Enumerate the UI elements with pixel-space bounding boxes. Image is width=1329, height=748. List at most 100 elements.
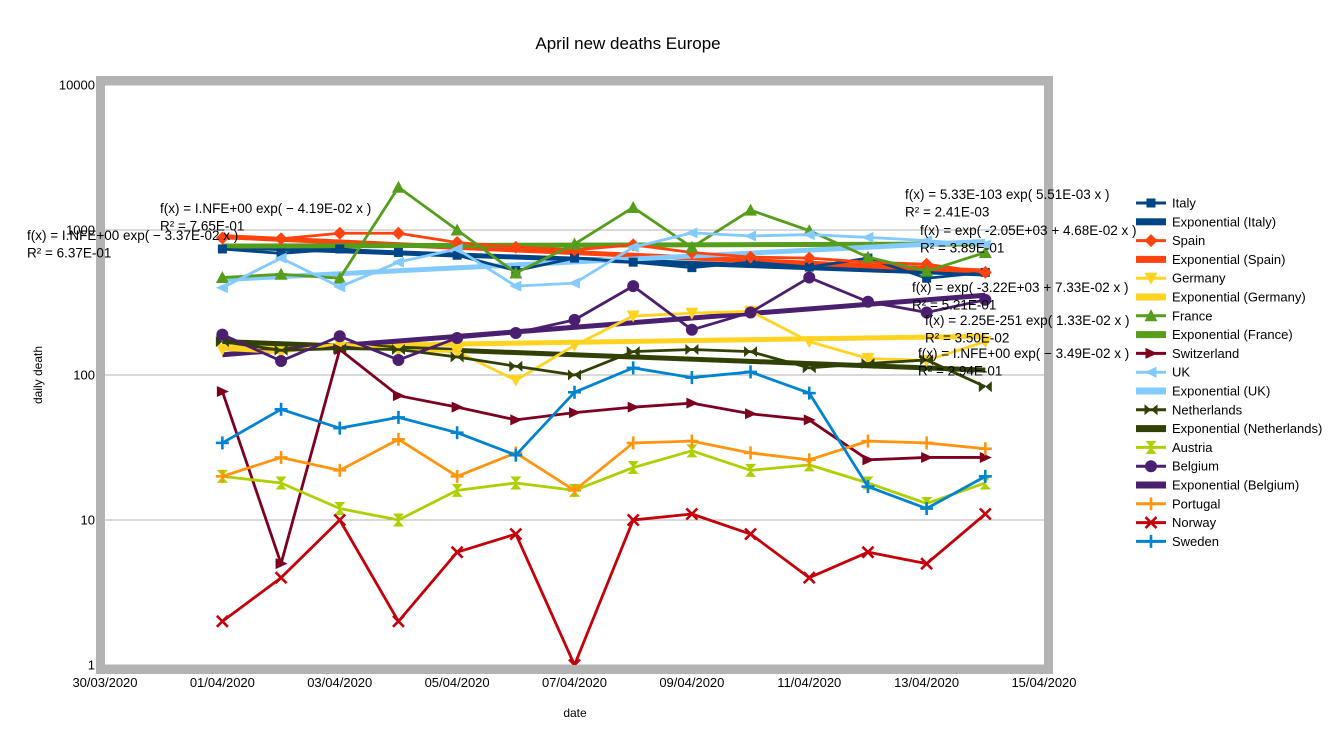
series-marker-spain	[744, 250, 758, 264]
series-marker-netherlands	[744, 346, 751, 358]
trend-equation-germany-r2: R² = 3.50E-02	[925, 331, 1009, 346]
series-marker-belgium	[920, 306, 933, 319]
series-marker-germany	[450, 346, 464, 359]
series-marker-austria	[686, 450, 698, 458]
series-marker-spain	[274, 232, 288, 246]
x-tick-label-03-04-2020: 03/04/2020	[307, 675, 372, 690]
series-marker-switzerland	[686, 397, 699, 409]
series-marker-switzerland	[627, 401, 640, 413]
series-marker-netherlands	[274, 344, 282, 356]
series-marker-uk	[802, 229, 815, 241]
legend-item-norway-label: Norway	[1172, 515, 1217, 530]
series-marker-netherlands	[685, 343, 692, 355]
legend-item-uk-label: UK	[1172, 365, 1190, 380]
series-line-sweden	[221, 366, 986, 510]
legend-item-exponential-italy-swatch	[1136, 218, 1166, 226]
series-marker-netherlands	[633, 346, 640, 358]
trend-equation-netherlands-r2: R² = 2.94E-01	[918, 364, 1002, 379]
series-marker-netherlands	[867, 358, 875, 370]
series-marker-netherlands	[391, 343, 399, 355]
series-marker-austria	[862, 476, 874, 483]
trendline-exponential-france	[222, 241, 986, 249]
series-marker-france	[333, 271, 347, 284]
y-axis-title: daily death	[31, 345, 45, 405]
series-marker-switzerland	[921, 451, 934, 463]
series-marker-france	[978, 245, 992, 258]
legend-item-exponential-belgium-swatch	[1136, 481, 1166, 489]
series-marker-france	[274, 267, 288, 280]
legend-item-italy-marker	[1146, 198, 1156, 208]
series-marker-belgium	[333, 330, 346, 343]
legend-item-exponential-france-swatch	[1136, 331, 1166, 339]
series-marker-norway	[274, 571, 288, 585]
series-line-netherlands	[222, 340, 986, 389]
series-marker-netherlands	[457, 351, 464, 363]
series-marker-netherlands	[333, 343, 340, 355]
series-marker-switzerland	[510, 414, 523, 426]
trend-equation-italy-r2: R² = 6.37E-01	[27, 246, 111, 261]
series-marker-switzerland	[803, 414, 816, 426]
series-marker-belgium	[568, 313, 581, 326]
trend-equation-spain: f(x) = I.NFE+00 exp( − 4.19E-02 x )	[160, 201, 371, 216]
series-marker-uk	[509, 280, 522, 292]
series-marker-spain	[215, 231, 229, 245]
series-marker-spain	[391, 226, 405, 240]
series-marker-belgium	[861, 295, 874, 308]
series-marker-italy	[804, 262, 814, 272]
legend-item-austria-marker	[1145, 440, 1157, 448]
legend-item-netherlands-marker	[1144, 404, 1151, 416]
series-marker-uk	[333, 281, 346, 293]
series-marker-germany	[568, 339, 581, 352]
legend-item-exponential-spain-swatch	[1136, 255, 1166, 263]
series-marker-switzerland	[275, 558, 288, 570]
series-marker-belgium	[216, 328, 229, 341]
series-marker-netherlands	[691, 343, 699, 355]
series-line-belgium	[221, 276, 986, 363]
series-marker-belgium	[627, 280, 640, 293]
legend-item-austria-label: Austria	[1172, 440, 1213, 455]
series-marker-france	[626, 200, 640, 213]
series-marker-uk	[861, 231, 874, 243]
series-marker-spain	[333, 226, 347, 240]
series-marker-austria	[510, 482, 522, 490]
series-marker-switzerland	[979, 451, 992, 463]
series-marker-belgium	[451, 331, 464, 344]
series-marker-uk	[391, 256, 404, 268]
series-marker-norway	[450, 545, 464, 559]
legend-item-germany-label: Germany	[1172, 271, 1226, 286]
series-line-italy	[222, 247, 986, 280]
series-marker-uk	[568, 277, 580, 289]
series-marker-norway	[685, 507, 699, 521]
series-marker-norway	[626, 513, 640, 527]
series-marker-netherlands	[750, 346, 758, 358]
series-marker-spain	[509, 240, 523, 254]
series-marker-italy	[922, 273, 932, 283]
series-line-germany	[222, 309, 986, 382]
legend-item-exponential-netherlands-swatch	[1136, 425, 1166, 433]
series-marker-italy	[452, 250, 462, 260]
series-marker-netherlands	[809, 362, 816, 374]
legend-item-netherlands-label: Netherlands	[1172, 402, 1243, 417]
x-tick-label-05-04-2020: 05/04/2020	[425, 675, 490, 690]
trend-equation-uk-r2: R² = 3.89E-01	[920, 241, 1004, 256]
legend-item-switzerland-label: Switzerland	[1172, 346, 1239, 361]
series-marker-norway	[920, 557, 934, 571]
series-marker-netherlands	[339, 343, 347, 355]
series-marker-austria	[334, 508, 346, 516]
trend-equation-belgium-r2: R² = 5.21E-01	[912, 298, 996, 313]
series-marker-netherlands	[985, 381, 992, 393]
y-tick-label-1000: 1000	[66, 223, 95, 238]
series-marker-germany	[626, 310, 640, 323]
series-marker-netherlands	[978, 381, 986, 393]
series-line-france	[222, 185, 986, 280]
series-marker-austria	[451, 483, 463, 491]
legend-item-spain-marker	[1144, 234, 1158, 248]
series-marker-netherlands	[920, 354, 927, 366]
series-marker-switzerland	[569, 407, 581, 419]
trend-equation-belgium: f(x) = exp( -3.22E+03 + 7.33E-02 x )	[912, 280, 1129, 295]
series-marker-belgium	[392, 353, 405, 366]
trend-equation-italy: f(x) = I.NFE+00 exp( − 3.37E-02 x )	[27, 228, 238, 243]
series-marker-italy	[393, 247, 403, 257]
series-marker-netherlands	[215, 336, 223, 348]
